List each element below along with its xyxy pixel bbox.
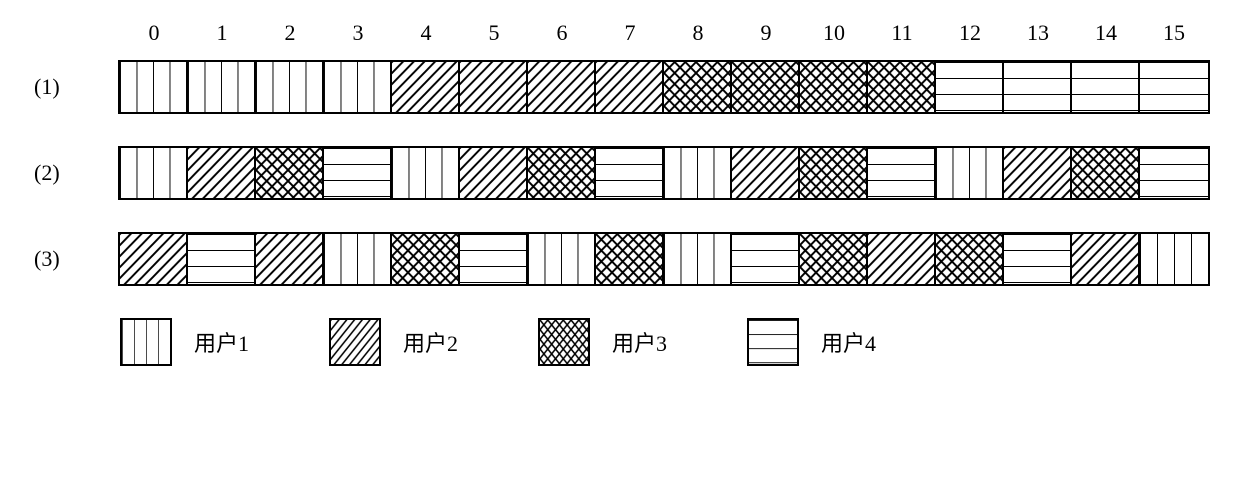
column-header: 12 (936, 20, 1004, 46)
cell (732, 62, 800, 112)
cell (732, 148, 800, 198)
cell (528, 148, 596, 198)
cell (1140, 62, 1208, 112)
cell (324, 234, 392, 284)
cell (1072, 62, 1140, 112)
column-header: 5 (460, 20, 528, 46)
cell (528, 62, 596, 112)
cell (256, 148, 324, 198)
legend-label: 用户3 (612, 326, 667, 358)
cell (256, 62, 324, 112)
legend-item: 用户2 (329, 318, 458, 366)
column-header: 13 (1004, 20, 1072, 46)
cell (596, 62, 664, 112)
cell (732, 234, 800, 284)
legend-swatch (120, 318, 172, 366)
cell (120, 234, 188, 284)
cell (936, 62, 1004, 112)
legend-row: 用户1 用户2 用户3 用户4 (120, 318, 1210, 366)
legend-swatch (329, 318, 381, 366)
legend-item: 用户1 (120, 318, 249, 366)
cell (324, 148, 392, 198)
data-row: (2) (30, 146, 1210, 200)
column-header: 3 (324, 20, 392, 46)
cell (120, 148, 188, 198)
cell (324, 62, 392, 112)
column-header: 1 (188, 20, 256, 46)
column-header: 7 (596, 20, 664, 46)
row-label: (2) (30, 160, 88, 186)
cell (868, 234, 936, 284)
cell (188, 148, 256, 198)
row-label: (1) (30, 74, 88, 100)
cell (800, 234, 868, 284)
cell (1004, 148, 1072, 198)
cell (1004, 234, 1072, 284)
rows-container: (1) (2) (3) (30, 60, 1210, 286)
cell (392, 234, 460, 284)
cell (460, 148, 528, 198)
legend-label: 用户1 (194, 326, 249, 358)
column-header-row: 0123456789101112131415 (120, 20, 1210, 46)
legend-swatch (747, 318, 799, 366)
cell (596, 234, 664, 284)
cell (800, 148, 868, 198)
cells (118, 232, 1210, 286)
column-header: 11 (868, 20, 936, 46)
legend-label: 用户4 (821, 326, 876, 358)
data-row: (3) (30, 232, 1210, 286)
cell (1004, 62, 1072, 112)
cell (664, 148, 732, 198)
cell (120, 62, 188, 112)
column-header: 10 (800, 20, 868, 46)
cell (664, 234, 732, 284)
column-header: 2 (256, 20, 324, 46)
cell (1072, 148, 1140, 198)
allocation-diagram: 0123456789101112131415 (1)(2)(3) 用户1用户2用… (30, 20, 1210, 366)
legend-label: 用户2 (403, 326, 458, 358)
cell (528, 234, 596, 284)
cell (392, 62, 460, 112)
cell (868, 62, 936, 112)
cell (188, 62, 256, 112)
legend-item: 用户3 (538, 318, 667, 366)
column-header: 9 (732, 20, 800, 46)
cell (256, 234, 324, 284)
cell (800, 62, 868, 112)
column-header: 14 (1072, 20, 1140, 46)
cell (868, 148, 936, 198)
cell (936, 148, 1004, 198)
cell (1140, 234, 1208, 284)
cell (664, 62, 732, 112)
cell (1072, 234, 1140, 284)
cell (1140, 148, 1208, 198)
legend-item: 用户4 (747, 318, 876, 366)
cell (596, 148, 664, 198)
cell (936, 234, 1004, 284)
cells (118, 146, 1210, 200)
column-header: 0 (120, 20, 188, 46)
cells (118, 60, 1210, 114)
column-header: 6 (528, 20, 596, 46)
column-header: 8 (664, 20, 732, 46)
column-header: 4 (392, 20, 460, 46)
cell (392, 148, 460, 198)
cell (460, 62, 528, 112)
row-label: (3) (30, 246, 88, 272)
data-row: (1) (30, 60, 1210, 114)
cell (188, 234, 256, 284)
column-header: 15 (1140, 20, 1208, 46)
legend-swatch (538, 318, 590, 366)
cell (460, 234, 528, 284)
